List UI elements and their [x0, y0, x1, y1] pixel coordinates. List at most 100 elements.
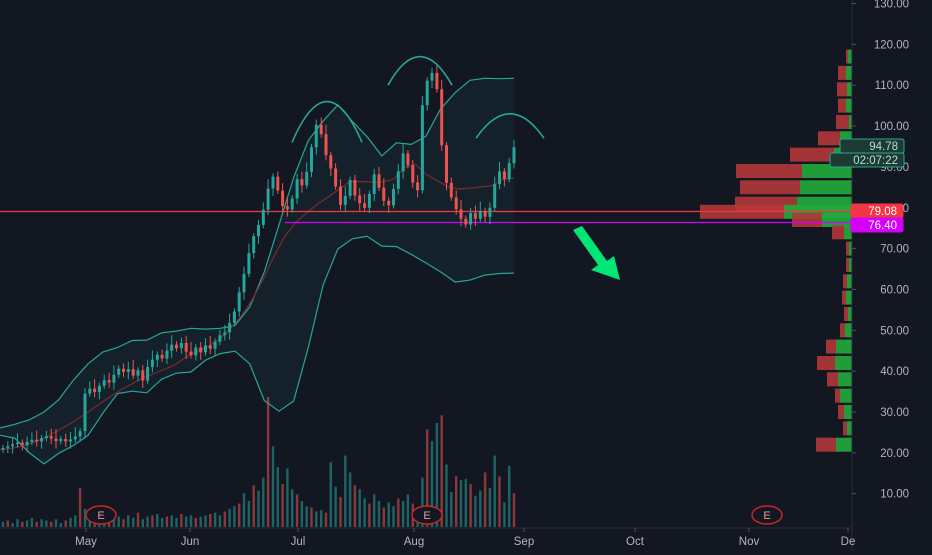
- profile-bar-up: [844, 225, 852, 240]
- candle-body: [208, 345, 212, 349]
- profile-bar-down: [836, 115, 849, 129]
- earnings-marker[interactable]: E: [751, 505, 783, 525]
- candle-body: [464, 218, 468, 225]
- profile-bar-up: [849, 115, 852, 129]
- candle-body: [290, 198, 294, 210]
- candle-body: [449, 182, 453, 198]
- candle-body: [420, 105, 424, 191]
- volume-bar: [238, 503, 241, 527]
- candle-body: [440, 89, 444, 146]
- volume-bar: [358, 489, 361, 527]
- time-tick-label: Sep: [514, 536, 534, 548]
- candle-body: [11, 444, 15, 447]
- candle-body: [184, 343, 188, 352]
- candle-body: [343, 195, 347, 205]
- candle-body: [175, 344, 178, 349]
- profile-bar-up: [849, 241, 852, 256]
- volume-bar: [300, 501, 304, 527]
- candle-body: [339, 186, 342, 205]
- volume-bar: [286, 468, 289, 527]
- earnings-icon: [85, 505, 117, 525]
- volume-bar: [406, 494, 410, 527]
- candle-body: [382, 187, 386, 201]
- profile-bar-down: [838, 405, 844, 419]
- volume-bar: [435, 423, 439, 527]
- pattern-arc-left: [291, 100, 363, 143]
- candle-body: [454, 197, 458, 210]
- volume-bar: [479, 490, 482, 527]
- profile-bar-down: [844, 307, 848, 321]
- volume-bar: [469, 484, 472, 527]
- volume-bar: [59, 523, 62, 527]
- candle-body: [25, 441, 29, 446]
- profile-bar-up: [845, 323, 852, 338]
- earnings-marker[interactable]: E: [85, 505, 117, 525]
- candle-body: [367, 193, 371, 208]
- volume-bar: [242, 493, 246, 527]
- volume-bar: [353, 485, 357, 527]
- candle-body: [40, 438, 44, 442]
- candle-body: [387, 200, 391, 206]
- profile-bar-up: [848, 307, 852, 321]
- candle-body: [170, 344, 174, 351]
- volume-bar: [117, 516, 120, 527]
- candle-body: [329, 155, 333, 169]
- profile-bar-down: [835, 388, 840, 403]
- profile-bar-up: [840, 388, 852, 403]
- earnings-label: E: [97, 510, 104, 522]
- profile-bar-down: [837, 82, 847, 97]
- volume-bar: [377, 501, 381, 527]
- volume-bar: [21, 521, 24, 527]
- price-axis[interactable]: 130.00120.00110.00100.0090.0080.0070.006…: [851, 0, 909, 550]
- volume-bar: [223, 511, 226, 527]
- candle-body: [150, 359, 154, 368]
- candle-body: [73, 436, 77, 440]
- candle-body: [179, 343, 183, 349]
- candle-body: [334, 168, 338, 187]
- profile-bar-up: [838, 372, 852, 387]
- volume-bar: [204, 515, 207, 527]
- candle-body: [20, 442, 24, 446]
- candle-body: [1, 447, 5, 450]
- profile-bar-down: [827, 372, 838, 387]
- volume-bar: [54, 519, 58, 527]
- candle-body: [228, 322, 232, 333]
- volume-bar: [334, 486, 337, 527]
- candle-body: [78, 431, 82, 437]
- volume-bar: [40, 519, 43, 527]
- price-lines: [0, 210, 852, 224]
- volume-bar: [291, 489, 294, 527]
- price-label-text: 94.78: [869, 141, 898, 153]
- candle-body: [223, 332, 227, 336]
- price-label: 94.78: [839, 138, 905, 154]
- time-tick-label: May: [75, 536, 97, 548]
- candle-body: [247, 253, 251, 274]
- volume-bar: [450, 491, 453, 527]
- candle-body: [59, 439, 63, 441]
- candle-body: [165, 350, 169, 359]
- volume-bar: [262, 477, 265, 527]
- candle-body: [363, 203, 367, 208]
- candle-body: [146, 367, 150, 381]
- volume-bar: [45, 520, 48, 527]
- volume-bar: [459, 480, 463, 527]
- profile-bar-down: [832, 225, 844, 240]
- volume-bar: [488, 488, 492, 527]
- candle-body: [396, 171, 400, 189]
- time-axis[interactable]: May Jun Jul Aug Sep Oct Nov De: [0, 527, 855, 548]
- volume-bar: [426, 429, 429, 527]
- profile-bar-down: [846, 257, 849, 272]
- volume-bar: [6, 520, 9, 527]
- volume-bar: [276, 467, 279, 527]
- volume-bar: [305, 506, 308, 527]
- volume-bar: [382, 507, 385, 527]
- candle-body: [435, 72, 439, 90]
- volume-bar: [483, 472, 487, 527]
- price-label-text: 02:07:22: [853, 155, 898, 167]
- earnings-marker[interactable]: E: [411, 505, 443, 525]
- price-labels: 94.78 02:07:22 79.08 76.40: [829, 138, 905, 233]
- price-tick-label: 30.00: [880, 407, 909, 419]
- volume-bar: [209, 514, 212, 527]
